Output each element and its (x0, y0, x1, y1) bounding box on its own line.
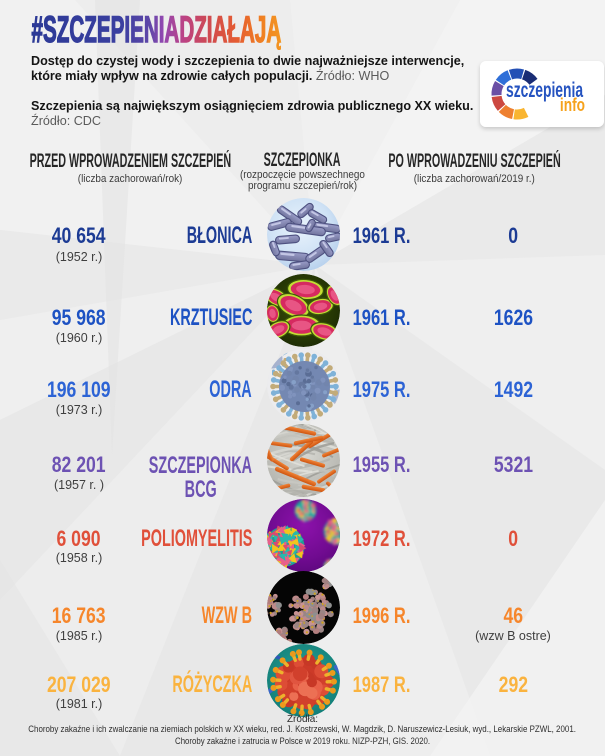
svg-text:#SZCZEPIENIADZIAŁAJĄ: #SZCZEPIENIADZIAŁAJĄ (32, 10, 282, 50)
